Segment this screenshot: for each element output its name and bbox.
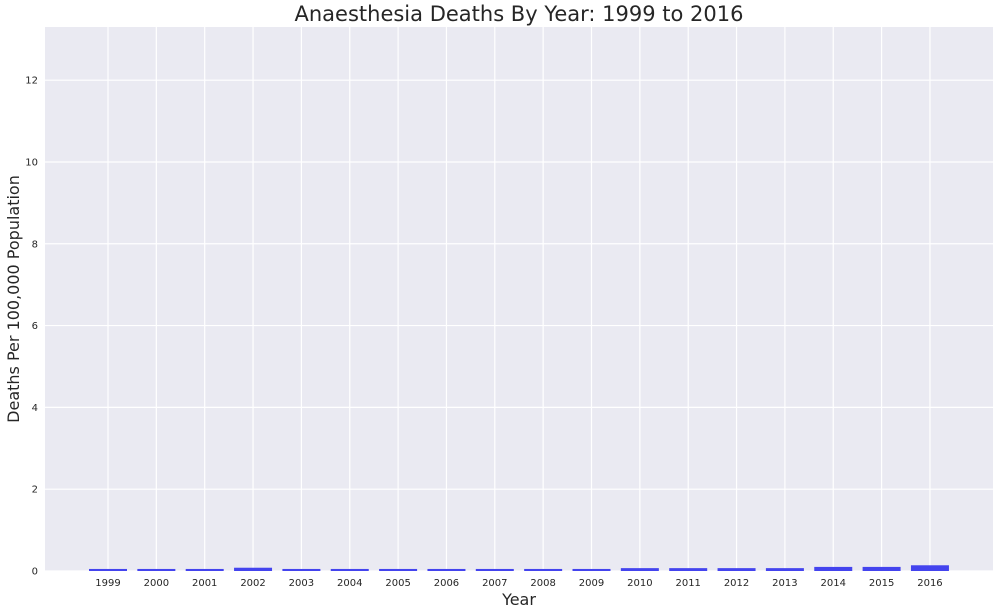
bar-2012 [717, 568, 756, 571]
y-tick-label: 0 [32, 567, 38, 578]
y-tick-label: 6 [32, 321, 38, 332]
x-tick-label: 2013 [772, 578, 797, 589]
x-tick-label: 2014 [821, 578, 846, 589]
bar-2006 [427, 568, 466, 571]
x-tick-labels: 1999 2000 2001 2002 2003 2004 2005 2006 2007 2008… [95, 578, 942, 589]
bar-2011 [669, 568, 708, 571]
x-tick-label: 2011 [675, 578, 700, 589]
x-tick-label: 2006 [434, 578, 459, 589]
x-tick-label: 2007 [482, 578, 507, 589]
x-tick-label: 2004 [337, 578, 362, 589]
bar-2001 [185, 568, 224, 571]
bar-2016 [910, 565, 949, 571]
x-tick-label: 2009 [579, 578, 604, 589]
x-tick-label: 2008 [530, 578, 555, 589]
bar-2003 [282, 568, 321, 571]
bars [89, 565, 949, 571]
y-axis-label: Deaths Per 100,000 Population [4, 175, 23, 423]
bar-2015 [862, 566, 901, 571]
plot-area [45, 27, 993, 571]
y-tick-label: 2 [32, 485, 38, 496]
y-tick-label: 12 [25, 76, 38, 87]
chart-title: Anaesthesia Deaths By Year: 1999 to 2016 [295, 2, 744, 26]
bar-2005 [379, 568, 418, 571]
bar-2014 [814, 566, 853, 571]
bar-2004 [330, 568, 369, 571]
bar-2007 [475, 568, 514, 571]
bar-2013 [765, 568, 804, 571]
x-tick-label: 2003 [289, 578, 314, 589]
gridlines [45, 27, 993, 572]
x-tick-label: 2015 [869, 578, 894, 589]
y-tick-label: 10 [25, 157, 38, 168]
y-tick-labels: 0 2 4 6 8 10 12 [25, 76, 38, 578]
x-tick-label: 2012 [724, 578, 749, 589]
x-tick-label: 2005 [385, 578, 410, 589]
bar-2009 [572, 568, 611, 571]
y-tick-label: 8 [32, 239, 38, 250]
x-tick-label: 2002 [240, 578, 265, 589]
x-axis-label: Year [501, 590, 536, 609]
y-tick-label: 4 [32, 403, 38, 414]
bar-2002 [234, 567, 273, 571]
x-tick-label: 2016 [917, 578, 942, 589]
bar-2010 [620, 568, 659, 571]
bar-1999 [89, 568, 127, 571]
x-tick-label: 2001 [192, 578, 217, 589]
bar-2000 [137, 568, 176, 571]
x-tick-label: 2010 [627, 578, 652, 589]
x-tick-label: 2000 [144, 578, 169, 589]
x-tick-label: 1999 [95, 578, 120, 589]
bar-2008 [524, 568, 563, 571]
